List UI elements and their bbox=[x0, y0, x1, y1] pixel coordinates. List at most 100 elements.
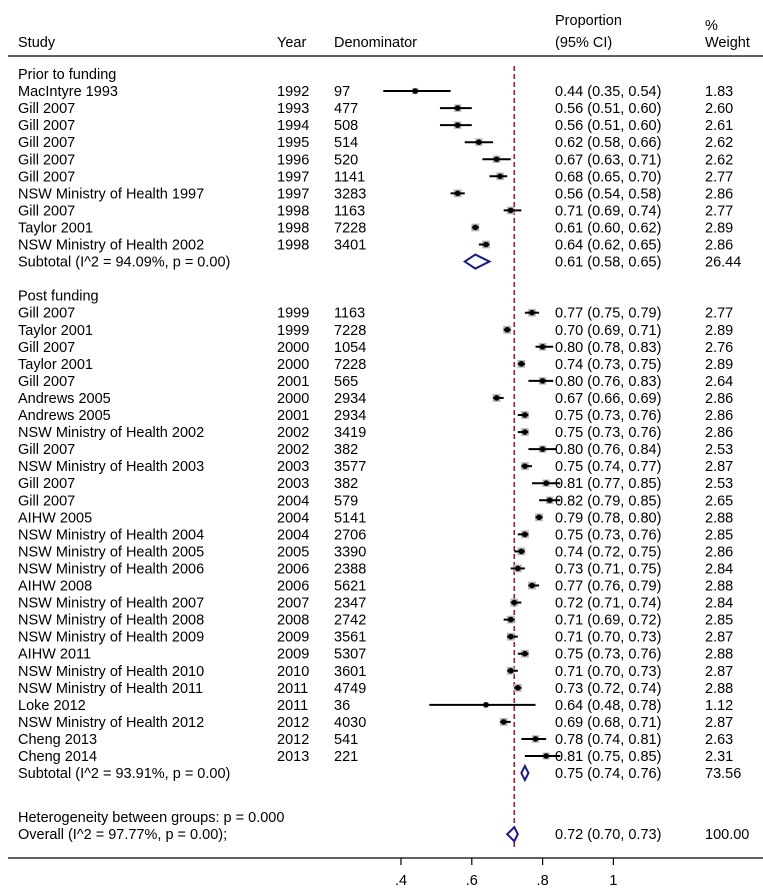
point-estimate bbox=[493, 395, 500, 401]
study-name: AIHW 2008 bbox=[18, 579, 92, 595]
study-denominator: 3401 bbox=[334, 238, 366, 254]
study-ci-text: 0.80 (0.76, 0.84) bbox=[555, 442, 661, 458]
study-ci-text: 0.71 (0.70, 0.73) bbox=[555, 630, 661, 646]
study-year: 2002 bbox=[277, 425, 309, 441]
x-axis-tick-label: 1 bbox=[609, 873, 617, 889]
study-ci-text: 0.75 (0.73, 0.76) bbox=[555, 408, 661, 424]
study-year: 1999 bbox=[277, 323, 309, 339]
point-estimate bbox=[483, 241, 489, 248]
study-name: Gill 2007 bbox=[18, 101, 75, 117]
point-estimate bbox=[515, 565, 521, 572]
study-name: Gill 2007 bbox=[18, 169, 75, 185]
study-name: Gill 2007 bbox=[18, 135, 75, 151]
study-weight: 2.88 bbox=[705, 510, 733, 526]
study-name: Cheng 2013 bbox=[18, 732, 97, 748]
study-denominator: 5621 bbox=[334, 579, 366, 595]
study-weight: 2.62 bbox=[705, 135, 733, 151]
study-year: 1993 bbox=[277, 101, 309, 117]
study-year: 2013 bbox=[277, 749, 309, 765]
study-ci-text: 0.56 (0.51, 0.60) bbox=[555, 118, 661, 134]
study-year: 2003 bbox=[277, 459, 309, 475]
point-estimate bbox=[500, 719, 507, 725]
study-weight: 2.84 bbox=[705, 596, 733, 612]
study-ci-text: 0.75 (0.73, 0.76) bbox=[555, 647, 661, 663]
study-name: Loke 2012 bbox=[18, 698, 86, 714]
study-denominator: 382 bbox=[334, 442, 358, 458]
study-ci-text: 0.75 (0.73, 0.76) bbox=[555, 527, 661, 543]
point-estimate bbox=[522, 650, 528, 657]
study-denominator: 1054 bbox=[334, 340, 366, 356]
study-name: NSW Ministry of Health 2008 bbox=[18, 613, 204, 629]
study-denominator: 1163 bbox=[334, 203, 365, 219]
study-weight: 2.84 bbox=[705, 561, 733, 577]
point-estimate bbox=[522, 531, 528, 538]
study-weight: 2.31 bbox=[705, 749, 733, 765]
study-denominator: 4030 bbox=[334, 715, 366, 731]
study-name: Taylor 2001 bbox=[18, 220, 93, 236]
subtotal-ci-text: 0.61 (0.58, 0.65) bbox=[555, 255, 661, 271]
point-estimate bbox=[476, 139, 482, 145]
study-year: 2004 bbox=[277, 493, 309, 509]
study-year: 2000 bbox=[277, 357, 309, 373]
study-weight: 2.76 bbox=[705, 340, 733, 356]
point-estimate bbox=[529, 309, 535, 316]
study-year: 2006 bbox=[277, 561, 309, 577]
point-estimate bbox=[507, 616, 514, 623]
study-year: 2011 bbox=[277, 698, 308, 714]
study-denominator: 2706 bbox=[334, 527, 366, 543]
header-year: Year bbox=[277, 35, 306, 51]
study-weight: 2.88 bbox=[705, 647, 733, 663]
study-ci-text: 0.56 (0.51, 0.60) bbox=[555, 101, 661, 117]
point-estimate bbox=[539, 344, 546, 350]
study-name: NSW Ministry of Health 2003 bbox=[18, 459, 204, 475]
study-name: NSW Ministry of Health 2002 bbox=[18, 425, 204, 441]
study-year: 2009 bbox=[277, 630, 309, 646]
header-study: Study bbox=[18, 35, 56, 51]
subtotal-label: Subtotal (I^2 = 93.91%, p = 0.00) bbox=[18, 766, 230, 782]
study-weight: 2.87 bbox=[705, 630, 733, 646]
study-ci-text: 0.64 (0.62, 0.65) bbox=[555, 238, 661, 254]
study-ci-text: 0.81 (0.77, 0.85) bbox=[555, 476, 661, 492]
study-denominator: 36 bbox=[334, 698, 350, 714]
study-name: Taylor 2001 bbox=[18, 357, 93, 373]
point-estimate bbox=[483, 702, 489, 708]
study-denominator: 1163 bbox=[334, 306, 365, 322]
study-ci-text: 0.71 (0.69, 0.74) bbox=[555, 203, 661, 219]
study-denominator: 565 bbox=[334, 374, 358, 390]
study-denominator: 3283 bbox=[334, 186, 366, 202]
study-weight: 1.12 bbox=[705, 698, 733, 714]
point-estimate bbox=[454, 105, 461, 111]
study-name: Gill 2007 bbox=[18, 442, 75, 458]
study-weight: 2.61 bbox=[705, 118, 733, 134]
study-name: NSW Ministry of Health 2002 bbox=[18, 238, 204, 254]
point-estimate bbox=[543, 480, 549, 487]
study-year: 1997 bbox=[277, 186, 309, 202]
study-weight: 2.85 bbox=[705, 613, 733, 629]
study-denominator: 7228 bbox=[334, 357, 366, 373]
study-name: AIHW 2011 bbox=[18, 647, 91, 663]
study-weight: 2.86 bbox=[705, 186, 733, 202]
point-estimate bbox=[522, 463, 528, 469]
heterogeneity-text: Heterogeneity between groups: p = 0.000 bbox=[18, 810, 284, 826]
point-estimate bbox=[507, 633, 514, 640]
study-weight: 2.77 bbox=[705, 203, 733, 219]
point-estimate bbox=[454, 122, 461, 128]
group-label: Post funding bbox=[18, 289, 99, 305]
study-weight: 2.64 bbox=[705, 374, 733, 390]
study-name: Andrews 2005 bbox=[18, 391, 111, 407]
study-year: 2010 bbox=[277, 664, 309, 680]
study-weight: 2.53 bbox=[705, 476, 733, 492]
study-ci-text: 0.67 (0.63, 0.71) bbox=[555, 152, 661, 168]
study-name: NSW Ministry of Health 2006 bbox=[18, 561, 204, 577]
study-year: 1998 bbox=[277, 238, 309, 254]
study-name: Gill 2007 bbox=[18, 152, 75, 168]
point-estimate bbox=[511, 599, 518, 606]
study-name: AIHW 2005 bbox=[18, 510, 92, 526]
study-denominator: 7228 bbox=[334, 220, 366, 236]
point-estimate bbox=[518, 361, 525, 367]
study-year: 1997 bbox=[277, 169, 309, 185]
study-ci-text: 0.77 (0.75, 0.79) bbox=[555, 306, 661, 322]
study-name: NSW Ministry of Health 2004 bbox=[18, 527, 204, 543]
study-ci-text: 0.61 (0.60, 0.62) bbox=[555, 220, 661, 236]
study-denominator: 541 bbox=[334, 732, 358, 748]
